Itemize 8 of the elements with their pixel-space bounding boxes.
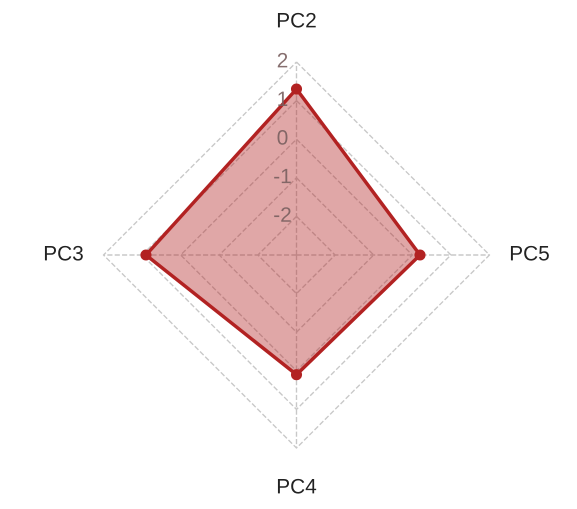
spoke-label: PC2 — [278, 12, 316, 28]
y-tick-label: -1 — [274, 168, 291, 184]
y-tick-label: 0 — [278, 130, 288, 145]
spoke-label: PC3 — [44, 246, 83, 261]
spoke-label: PC5 — [510, 246, 549, 261]
spoke-label: PC4 — [278, 478, 316, 494]
y-tick-label: -2 — [274, 207, 291, 222]
y-tick-label: 2 — [278, 52, 288, 68]
